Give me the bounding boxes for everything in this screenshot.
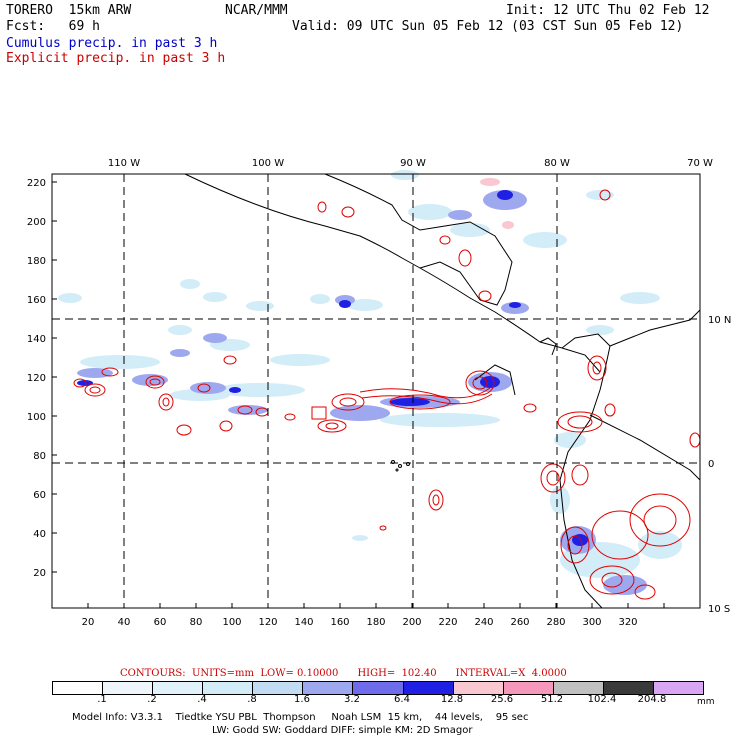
forecast-hour: Fcst: 69 h bbox=[6, 19, 100, 34]
tick-marks bbox=[52, 181, 665, 608]
field-explicit-title: Explicit precip. in past 3 h bbox=[6, 51, 226, 66]
legend-label: 3.2 bbox=[344, 694, 360, 705]
legend-label: .1 bbox=[97, 694, 107, 705]
y-tick-label: 200 bbox=[27, 217, 46, 228]
legend-swatch bbox=[103, 682, 154, 694]
y-tick-label: 220 bbox=[27, 178, 46, 189]
y-tick-label: 40 bbox=[33, 529, 46, 540]
lat-label: 0 bbox=[708, 459, 714, 470]
right-latitude-labels: 10 N 0 10 S bbox=[708, 315, 731, 615]
legend-swatch bbox=[653, 682, 704, 694]
legend-swatch bbox=[403, 682, 454, 694]
legend-swatch bbox=[453, 682, 504, 694]
x-tick-label: 240 bbox=[474, 617, 493, 628]
legend-label: 102.4 bbox=[587, 694, 617, 705]
x-tick-labels: 20 40 60 80 100 120 140 160 180 200 220 … bbox=[82, 617, 638, 628]
legend-label: 51.2 bbox=[540, 694, 564, 705]
legend-units: mm bbox=[697, 697, 715, 707]
cumulus-precip-shading bbox=[58, 170, 682, 595]
lon-label: 80 W bbox=[544, 158, 570, 169]
marker-box bbox=[311, 406, 327, 420]
legend-label: 1.6 bbox=[294, 694, 310, 705]
legend-swatch bbox=[353, 682, 404, 694]
legend-label: 204.8 bbox=[637, 694, 667, 705]
legend-label: 25.6 bbox=[490, 694, 514, 705]
color-legend bbox=[52, 681, 704, 695]
y-tick-label: 120 bbox=[27, 373, 46, 384]
organization: NCAR/MMM bbox=[225, 3, 288, 18]
y-tick-label: 140 bbox=[27, 334, 46, 345]
legend-swatch bbox=[603, 682, 654, 694]
y-tick-label: 180 bbox=[27, 256, 46, 267]
x-tick-label: 40 bbox=[118, 617, 131, 628]
legend-swatch bbox=[153, 682, 204, 694]
x-tick-label: 260 bbox=[510, 617, 529, 628]
model-title: TORERO 15km ARW bbox=[6, 3, 132, 18]
legend-swatch bbox=[503, 682, 554, 694]
legend-swatch bbox=[53, 682, 104, 694]
lat-label: 10 S bbox=[708, 604, 730, 615]
lon-label: 90 W bbox=[400, 158, 426, 169]
lat-lon-grid bbox=[52, 174, 700, 608]
x-tick-label: 300 bbox=[582, 617, 601, 628]
y-tick-label: 20 bbox=[33, 568, 46, 579]
legend-label: .4 bbox=[197, 694, 207, 705]
legend-swatch bbox=[553, 682, 604, 694]
explicit-precip-contours bbox=[73, 189, 701, 600]
lon-label: 100 W bbox=[252, 158, 284, 169]
y-tick-label: 100 bbox=[27, 412, 46, 423]
legend-label: 12.8 bbox=[440, 694, 464, 705]
x-tick-label: 140 bbox=[294, 617, 313, 628]
x-tick-label: 220 bbox=[438, 617, 457, 628]
coastlines bbox=[184, 173, 701, 609]
x-tick-label: 280 bbox=[546, 617, 565, 628]
y-tick-label: 80 bbox=[33, 451, 46, 462]
x-tick-label: 320 bbox=[618, 617, 637, 628]
y-tick-label: 160 bbox=[27, 295, 46, 306]
x-tick-label: 20 bbox=[82, 617, 95, 628]
x-tick-label: 160 bbox=[330, 617, 349, 628]
valid-time: Valid: 09 UTC Sun 05 Feb 12 (03 CST Sun … bbox=[292, 19, 684, 34]
x-tick-label: 200 bbox=[402, 617, 421, 628]
x-tick-label: 180 bbox=[366, 617, 385, 628]
legend-swatch bbox=[303, 682, 354, 694]
model-info-line2: LW: Godd SW: Goddard DIFF: simple KM: 2D… bbox=[212, 725, 473, 736]
lon-label: 110 W bbox=[108, 158, 140, 169]
init-time: Init: 12 UTC Thu 02 Feb 12 bbox=[506, 3, 710, 18]
top-longitude-labels: 110 W 100 W 90 W 80 W 70 W bbox=[108, 158, 713, 169]
lat-label: 10 N bbox=[708, 315, 731, 326]
x-tick-label: 120 bbox=[258, 617, 277, 628]
model-info-line1: Model Info: V3.3.1 Tiedtke YSU PBL Thomp… bbox=[72, 712, 529, 723]
contours-info: CONTOURS: UNITS=mm LOW= 0.10000 HIGH= 10… bbox=[120, 668, 567, 679]
y-tick-label: 60 bbox=[33, 490, 46, 501]
y-tick-labels: 20 40 60 80 100 120 140 160 180 200 220 bbox=[27, 178, 46, 579]
legend-label: .2 bbox=[147, 694, 157, 705]
legend-label: .8 bbox=[247, 694, 257, 705]
legend-label: 6.4 bbox=[394, 694, 410, 705]
legend-labels: .1 .2 .4 .8 1.6 3.2 6.4 12.8 25.6 51.2 102.4 204.8 bbox=[52, 694, 702, 706]
lon-label: 70 W bbox=[687, 158, 713, 169]
x-tick-label: 80 bbox=[190, 617, 203, 628]
legend-swatch bbox=[203, 682, 254, 694]
x-tick-label: 100 bbox=[222, 617, 241, 628]
legend-swatch bbox=[253, 682, 304, 694]
x-tick-label: 60 bbox=[154, 617, 167, 628]
field-cumulus-title: Cumulus precip. in past 3 h bbox=[6, 36, 218, 51]
